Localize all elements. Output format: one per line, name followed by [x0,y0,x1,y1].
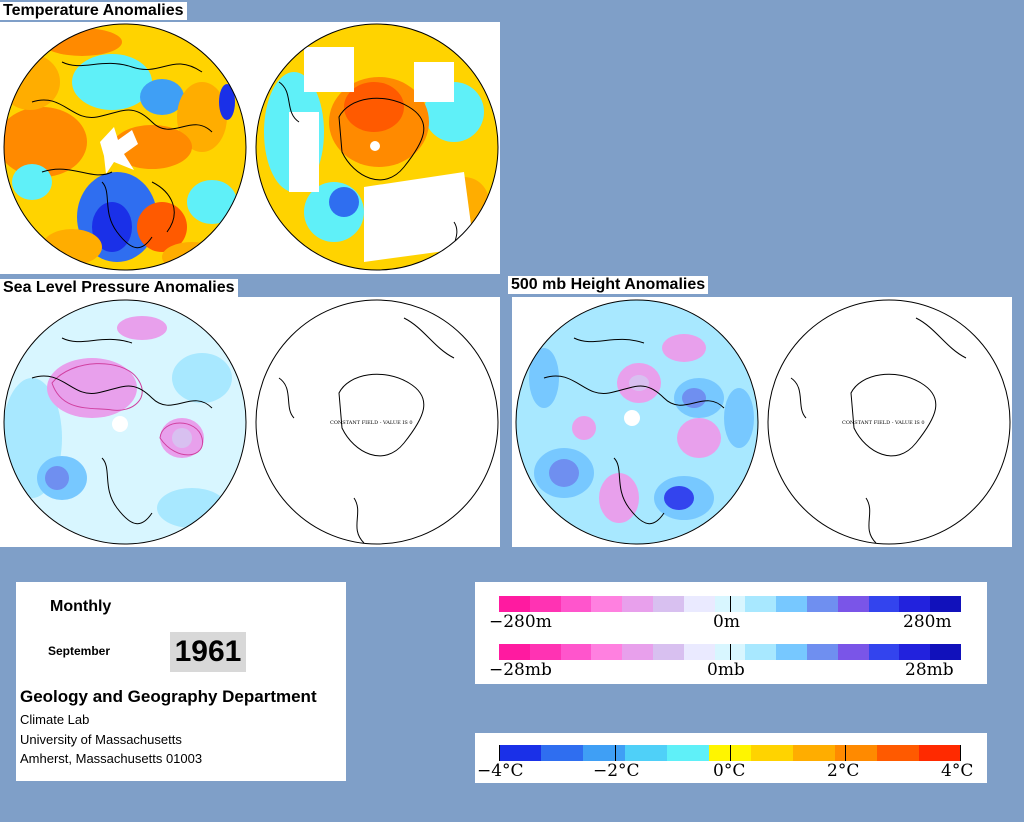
temperature-swatch [583,745,625,761]
pressure-swatch [745,644,777,660]
height-swatch [837,596,869,612]
temperature-north-globe [2,22,248,272]
height-swatch [529,596,561,612]
temperature-title: Temperature Anomalies [0,2,187,20]
pressure-swatch [899,644,931,660]
pressure-swatch [529,644,561,660]
temperature-swatch [877,745,919,761]
height-center-tick [730,596,731,612]
pressure-max-label: 28mb [905,660,954,680]
pressure-swatch [683,644,715,660]
height-swatch [776,596,807,612]
temp-tick-min [499,745,500,761]
height-swatch [622,596,653,612]
year-display: 1961 [170,632,246,672]
month-label: September [48,644,111,658]
anomaly-legend: −280m 0m 280m −28mb 0mb 28mb [475,582,987,684]
temp-label-zero: 0°C [713,761,746,781]
temperature-swatch [835,745,877,761]
temp-tick-neg2 [615,745,616,761]
pressure-swatch [930,644,961,660]
temp-label-max: 4°C [941,761,974,781]
pressure-center-tick [730,644,731,660]
pressure-swatch [776,644,807,660]
pressure-swatch [837,644,869,660]
pressure-swatch [591,644,623,660]
temp-tick-zero [730,745,731,761]
height-swatch [899,596,931,612]
pressure-color-bar [499,644,961,660]
pressure-min-label: −28mb [489,660,552,680]
slp-constant-field-note: CONSTANT FIELD - VALUE IS 0 [330,420,413,426]
temperature-swatch [625,745,667,761]
height-swatch [745,596,777,612]
temperature-swatch [919,745,961,761]
temp-label-min: −4°C [477,761,524,781]
temperature-swatch [667,745,709,761]
temp-tick-pos2 [845,745,846,761]
height500-north-globe [514,298,760,546]
pressure-center-label: 0mb [707,660,745,680]
department-name: Geology and Geography Department [20,687,317,706]
height-swatch [806,596,838,612]
height500-south-globe [766,298,1012,546]
height-swatch [499,596,530,612]
height-swatch [868,596,900,612]
height-max-label: 280m [903,612,952,632]
height-swatch [930,596,961,612]
pressure-swatch [714,644,746,660]
frequency-label: Monthly [50,598,112,615]
temp-label-neg2: −2°C [593,761,640,781]
slp-north-globe [2,298,248,546]
height-swatch [714,596,746,612]
temperature-south-globe [254,22,500,272]
pressure-swatch [806,644,838,660]
temperature-swatch [793,745,835,761]
pressure-swatch [652,644,684,660]
height-swatch [652,596,684,612]
height-swatch [591,596,623,612]
pressure-swatch [499,644,530,660]
height-color-bar [499,596,961,612]
height-center-label: 0m [713,612,740,632]
lab-name: Climate Lab [20,712,90,727]
temp-tick-max [960,745,961,761]
height-swatch [683,596,715,612]
slp-title: Sea Level Pressure Anomalies [0,279,238,297]
height500-title: 500 mb Height Anomalies [508,276,709,294]
pressure-swatch [622,644,653,660]
temperature-legend: −4°C −2°C 0°C 2°C 4°C [475,733,987,783]
height500-constant-field-note: CONSTANT FIELD - VALUE IS 0 [842,420,925,426]
height-swatch [560,596,592,612]
temperature-swatch [499,745,541,761]
slp-south-globe [254,298,500,546]
pressure-swatch [560,644,592,660]
info-box: Monthly September 1961 Geology and Geogr… [16,582,346,781]
university-name: University of Massachusetts [20,732,182,747]
temperature-swatch [541,745,583,761]
temperature-swatch [751,745,793,761]
temp-label-pos2: 2°C [827,761,860,781]
pressure-swatch [868,644,900,660]
height-min-label: −280m [489,612,552,632]
address: Amherst, Massachusetts 01003 [20,751,203,766]
